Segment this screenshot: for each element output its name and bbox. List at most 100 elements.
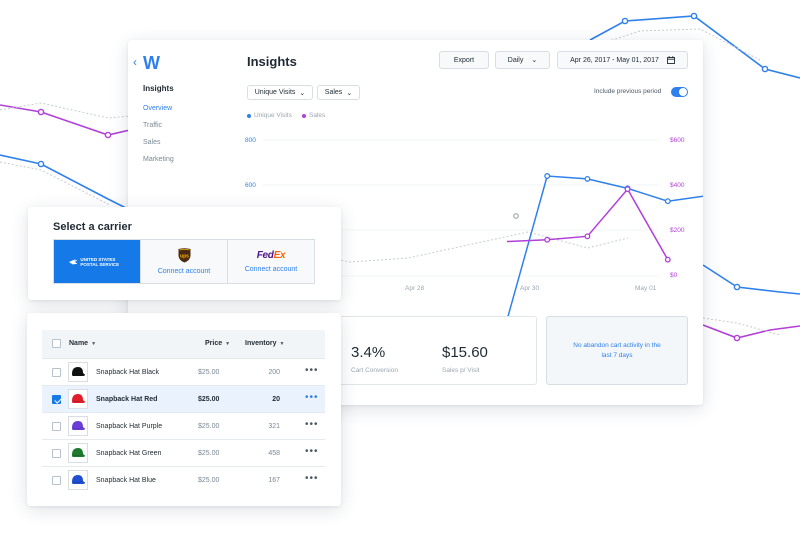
date-range-value: Apr 26, 2017 - May 01, 2017 [570, 56, 659, 64]
series-line-unique-visits [506, 175, 703, 321]
row-more-actions-icon[interactable]: ••• [305, 392, 319, 403]
column-header-name[interactable]: Name ▼ [69, 340, 96, 347]
bg-point [104, 131, 112, 139]
column-header-price[interactable]: Price ▼ [205, 340, 230, 347]
y-right-tick: $200 [670, 227, 685, 234]
row-checkbox[interactable] [52, 422, 61, 431]
hat-icon [72, 394, 85, 403]
bg-point [733, 283, 741, 291]
sales-per-visit-label: Sales p/ Visit [442, 367, 480, 374]
chevron-down-icon: ⌄ [531, 57, 538, 64]
sort-caret-icon: ▼ [279, 341, 285, 347]
weebly-logo[interactable]: W [143, 53, 160, 73]
y-left-tick: 800 [245, 137, 256, 144]
product-table: Name ▼ Price ▼ Inventory ▼ Snapback Hat Bla… [27, 313, 341, 506]
table-row[interactable]: Snapback Hat Blue $25.00 167 ••• [42, 466, 325, 493]
y-right-tick: $400 [670, 182, 685, 189]
column-header-inventory[interactable]: Inventory ▼ [245, 340, 284, 347]
row-more-actions-icon[interactable]: ••• [305, 473, 319, 484]
previous-period-label: Include previous period [594, 88, 662, 95]
bg-gray-dotted-left-2 [0, 161, 111, 206]
previous-period-point [513, 213, 519, 219]
product-name: Snapback Hat Purple [96, 423, 163, 430]
data-point [584, 175, 591, 182]
data-point [584, 233, 591, 240]
legend-dot [302, 113, 306, 118]
table-header: Name ▼ Price ▼ Inventory ▼ [42, 330, 325, 358]
product-inventory: 321 [268, 423, 280, 430]
sidebar-item-marketing[interactable]: Marketing [143, 156, 174, 163]
data-point [664, 198, 671, 205]
product-inventory: 200 [268, 369, 280, 376]
table-row[interactable]: Snapback Hat Red $25.00 20 ••• [42, 385, 325, 412]
row-checkbox[interactable] [52, 476, 61, 485]
data-point [624, 185, 631, 192]
row-checkbox[interactable] [52, 395, 61, 404]
table-row[interactable]: Snapback Hat Green $25.00 458 ••• [42, 439, 325, 466]
carrier-options: UNITED STATES POSTAL SERVICE ups Connect… [53, 239, 315, 284]
ups-logo: ups [178, 248, 190, 263]
hat-icon [72, 475, 85, 484]
metric-primary-value: Unique Visits [254, 89, 296, 96]
sidebar-item-overview[interactable]: Overview [143, 105, 173, 112]
sort-caret-icon: ▼ [225, 341, 231, 347]
bg-purple-line-left [0, 104, 131, 136]
metric-dropdown-secondary[interactable]: Sales ⌄ [317, 85, 360, 100]
sidebar-item-sales[interactable]: Sales [143, 139, 161, 146]
row-more-actions-icon[interactable]: ••• [305, 446, 319, 457]
data-point [624, 186, 631, 193]
product-inventory: 458 [268, 450, 280, 457]
eagle-icon [69, 259, 78, 264]
carrier-option-ups[interactable]: ups Connect account [141, 240, 228, 283]
fedex-logo: FedEx [256, 250, 286, 261]
export-label: Export [453, 56, 475, 64]
product-name: Snapback Hat Blue [96, 477, 156, 484]
row-more-actions-icon[interactable]: ••• [305, 365, 319, 376]
table-row[interactable]: Snapback Hat Purple $25.00 321 ••• [42, 412, 325, 439]
sidebar-title: Insights [143, 84, 174, 93]
y-right-tick: $0 [670, 272, 678, 279]
svg-text:ups: ups [180, 254, 189, 260]
carrier-option-usps[interactable]: UNITED STATES POSTAL SERVICE [54, 240, 141, 283]
empty-message: No abandon cart activity in the last 7 d… [573, 341, 661, 359]
table-row[interactable]: Snapback Hat Black $25.00 200 ••• [42, 358, 325, 385]
sort-caret-icon: ▼ [91, 341, 97, 347]
row-checkbox[interactable] [52, 449, 61, 458]
bg-gray-dotted-right [702, 317, 781, 336]
y-left-tick: 600 [245, 182, 256, 189]
product-price: $25.00 [198, 477, 220, 484]
row-more-actions-icon[interactable]: ••• [305, 419, 319, 430]
row-checkbox[interactable] [52, 368, 61, 377]
connect-ups-link[interactable]: Connect account [157, 268, 211, 275]
hat-icon [72, 421, 85, 430]
legend-label: Unique Visits [254, 112, 292, 119]
data-point [544, 236, 551, 243]
data-point [664, 256, 671, 263]
x-tick: Apr 28 [405, 285, 425, 292]
legend-dot [247, 113, 251, 118]
select-all-checkbox[interactable] [52, 339, 61, 348]
metric-dropdown-primary[interactable]: Unique Visits ⌄ [247, 85, 313, 100]
y-right-tick: $600 [670, 137, 685, 144]
legend-unique-visits: Unique Visits [247, 112, 292, 119]
product-name: Snapback Hat Red [96, 396, 158, 403]
date-range-picker[interactable]: Apr 26, 2017 - May 01, 2017 [557, 51, 688, 69]
conversion-value: 3.4% [351, 344, 386, 361]
export-button[interactable]: Export [439, 51, 489, 69]
calendar-icon [666, 56, 675, 64]
bg-gray-dotted-top [599, 28, 761, 61]
bg-blue-line-left [0, 154, 131, 211]
product-thumbnail [68, 470, 88, 490]
period-dropdown[interactable]: Daily ⌄ [495, 51, 550, 69]
carrier-option-fedex[interactable]: FedEx Connect account [228, 240, 314, 283]
connect-fedex-link[interactable]: Connect account [244, 266, 298, 273]
back-chevron-icon[interactable]: ‹ [133, 55, 137, 69]
previous-period-toggle[interactable] [671, 87, 688, 97]
column-price-label: Price [205, 340, 223, 347]
hat-icon [72, 448, 85, 457]
sidebar-item-traffic[interactable]: Traffic [143, 122, 163, 129]
legend-sales: Sales [302, 112, 325, 119]
column-inventory-label: Inventory [245, 340, 277, 347]
sales-per-visit-value: $15.60 [442, 344, 488, 361]
product-name: Snapback Hat Green [96, 450, 162, 457]
